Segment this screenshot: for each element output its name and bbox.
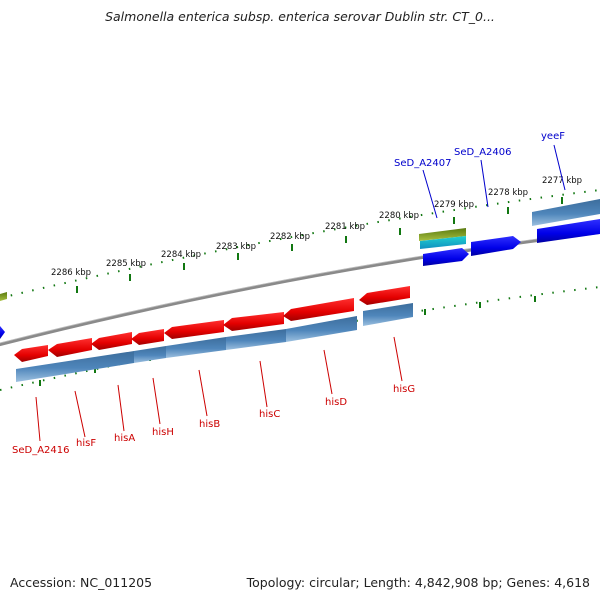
gene-label[interactable]: SeD_A2416 [12,445,70,456]
gene-bar[interactable] [286,316,357,342]
scale-label: 2281 kbp [325,222,365,232]
scale-label: 2278 kbp [488,188,528,198]
genome-backbone [0,230,600,347]
topology-text: Topology: circular; Length: 4,842,908 bp… [246,575,590,590]
accession-text: Accession: NC_011205 [10,575,153,590]
gene-bar[interactable] [134,346,166,363]
forward-cds-track [419,199,600,266]
scale-label: 2285 kbp [106,259,146,269]
reverse-gene-track [16,303,413,382]
gene-bar[interactable] [16,351,134,382]
blue-gene-labels: SeD_A2407 SeD_A2406 yeeF [394,131,565,169]
cyan-feature[interactable] [420,236,466,249]
gene-bar[interactable] [532,199,600,226]
scale-label: 2277 kbp [542,176,582,186]
map-title: Salmonella enterica subsp. enterica sero… [105,9,495,24]
scale-label: 2280 kbp [379,211,419,221]
scale-label: 2284 kbp [161,250,201,260]
cds-arrow[interactable] [91,332,132,350]
gene-label[interactable]: yeeF [541,131,565,142]
scale-label: 2279 kbp [434,200,474,210]
gene-label[interactable]: hisC [259,409,280,420]
scale-label: 2286 kbp [51,268,91,278]
cds-arrow[interactable] [537,219,600,243]
cds-arrow[interactable] [223,312,284,331]
gene-label[interactable]: hisF [76,438,96,449]
cds-arrow[interactable] [423,248,469,266]
gene-label[interactable]: hisG [393,384,415,395]
gene-label[interactable]: hisA [114,433,135,444]
red-leader-lines [35,336,403,442]
red-gene-labels: SeD_A2416 hisF hisA hisH hisB hisC hisD … [12,384,415,456]
gene-label[interactable]: SeD_A2406 [454,147,512,158]
outer-major-ticks [76,197,563,293]
reverse-cds-track [14,286,410,362]
scale-label: 2283 kbp [216,242,256,252]
gene-label[interactable]: SeD_A2407 [394,158,452,169]
cds-arrow[interactable] [131,329,164,345]
cds-arrow[interactable] [359,286,410,305]
gene-label[interactable]: hisB [199,419,220,430]
scale-label: 2282 kbp [270,232,310,242]
scale-labels: 2286 kbp 2285 kbp 2284 kbp 2283 kbp 2282… [51,176,582,278]
gene-bar[interactable] [166,337,226,358]
left-blue-arrow[interactable] [0,326,5,339]
gene-label[interactable]: hisH [152,427,174,438]
cds-arrow[interactable] [283,298,354,321]
blue-leader-lines [422,144,566,219]
cds-arrow[interactable] [48,338,92,357]
cds-arrow[interactable] [471,236,521,256]
left-olive-feature[interactable] [0,292,7,301]
olive-feature[interactable] [419,228,466,241]
gene-bar[interactable] [363,303,413,326]
cds-arrow[interactable] [164,320,224,339]
gene-label[interactable]: hisD [325,397,347,408]
cds-arrow[interactable] [14,345,48,362]
gene-bar[interactable] [226,329,286,350]
